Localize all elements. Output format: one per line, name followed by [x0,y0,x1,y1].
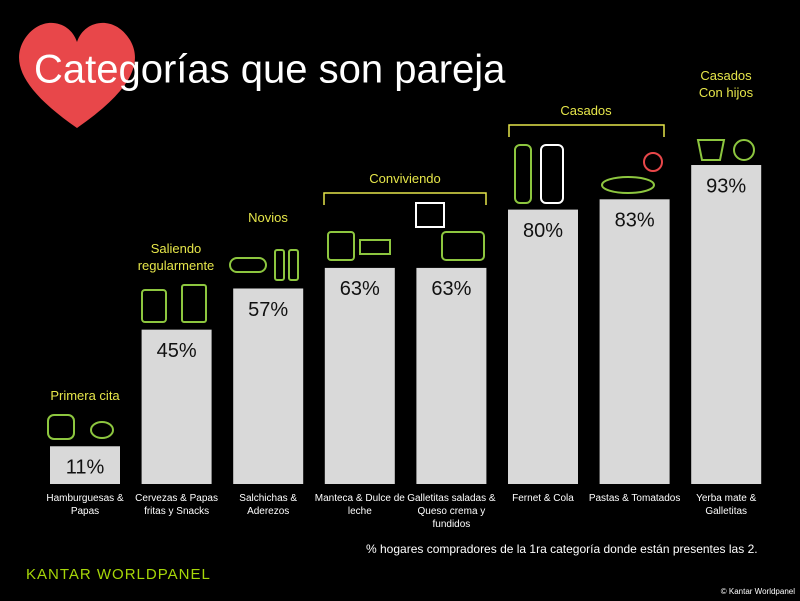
bar [416,267,487,484]
bar [599,199,670,484]
bar [50,446,120,484]
icon [415,202,445,228]
stage-label: Conviviendo [369,171,441,186]
icon [359,239,391,255]
bracket [323,192,487,205]
icon [696,139,726,161]
icon [327,231,355,261]
icon [288,249,299,281]
stage-label: Novios [248,210,288,225]
stage-label: Casados Con hijos [698,68,754,100]
heart [19,22,135,129]
category-label: Manteca & Dulce de leche [314,493,405,517]
icon [90,421,114,439]
bar [508,209,578,484]
icon [441,231,485,261]
category-label: Salchichas & Aderezos [239,493,298,517]
icon [274,249,285,281]
icon [601,176,655,194]
value-label: 83% [615,210,655,232]
value-label: 80% [523,220,563,242]
value-label: 11% [66,457,105,479]
category-label: Yerba mate & Galletitas [696,493,757,517]
category-label: Galletitas saladas & Queso crema y fundi… [407,493,496,530]
stage-label: Casados [560,103,612,118]
icon [514,144,532,204]
category-label: Fernet & Cola [512,493,574,504]
category-label: Cervezas & Papas fritas y Snacks [135,493,218,517]
footnote: % hogares compradores de la 1ra categorí… [366,542,758,556]
icon [733,139,755,161]
value-label: 93% [706,175,746,197]
icon [540,144,564,204]
icons [47,139,755,440]
stage-label: Saliendo regularmente [137,241,215,273]
bar [141,329,212,484]
icon [47,414,75,440]
icon [141,289,167,323]
stage-label: Primera cita [50,388,120,403]
icon [229,257,267,273]
brand: KANTAR WORLDPANEL [26,566,211,583]
brackets [323,124,665,205]
bar [233,288,304,484]
category-label: Pastas & Tomatados [588,493,681,504]
bar [324,267,395,484]
bracket [508,124,665,137]
value-label: 63% [431,278,471,300]
value-label: 45% [157,340,197,362]
bar [691,165,762,484]
icon [643,152,663,172]
copyright: © Kantar Worldpanel [721,587,795,596]
value-label: 57% [248,299,288,321]
value-label: 63% [340,278,380,300]
category-label: Hamburguesas & Papas [46,493,124,517]
chart-title: Categorías que son pareja [34,48,506,92]
icon [181,284,207,323]
